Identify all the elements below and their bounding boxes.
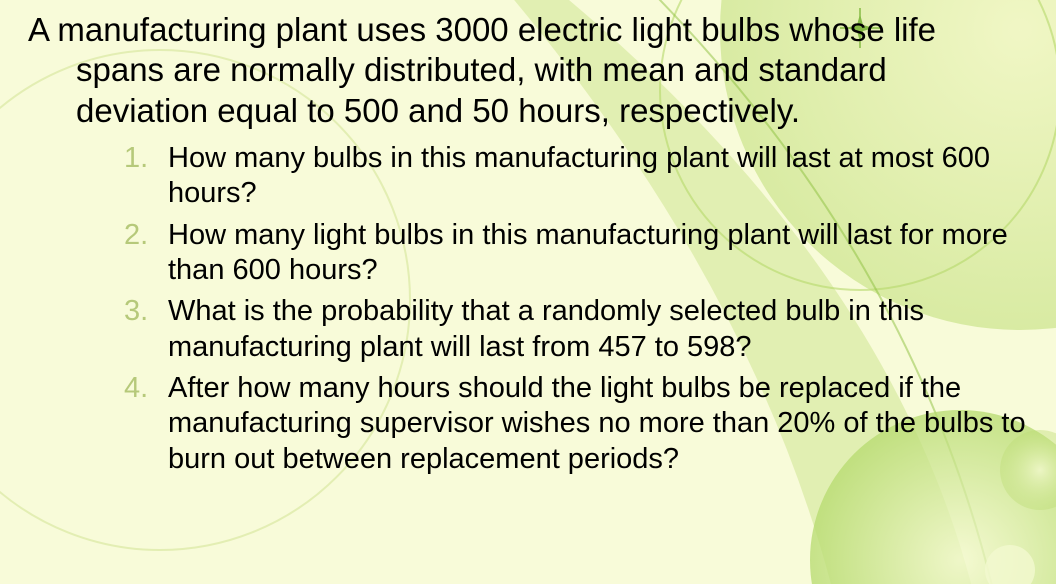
question-number: 3. bbox=[124, 294, 158, 329]
question-item: 2. How many light bulbs in this manufactu… bbox=[124, 218, 1028, 289]
question-number: 2. bbox=[124, 218, 158, 253]
question-number: 4. bbox=[124, 371, 158, 406]
question-item: 3. What is the probability that a randoml… bbox=[124, 294, 1028, 365]
intro-paragraph: A manufacturing plant uses 3000 electric… bbox=[28, 10, 1028, 131]
question-item: 4. After how many hours should the light … bbox=[124, 371, 1028, 477]
question-number: 1. bbox=[124, 141, 158, 176]
question-text: After how many hours should the light bu… bbox=[168, 372, 1026, 475]
question-text: How many light bulbs in this manufacturi… bbox=[168, 219, 1008, 286]
question-item: 1. How many bulbs in this manufacturing p… bbox=[124, 141, 1028, 212]
content-area: A manufacturing plant uses 3000 electric… bbox=[0, 0, 1056, 477]
question-list: 1. How many bulbs in this manufacturing p… bbox=[28, 141, 1028, 477]
question-text: What is the probability that a randomly … bbox=[168, 295, 924, 362]
slide-container: A manufacturing plant uses 3000 electric… bbox=[0, 0, 1056, 584]
question-text: How many bulbs in this manufacturing pla… bbox=[168, 142, 990, 209]
